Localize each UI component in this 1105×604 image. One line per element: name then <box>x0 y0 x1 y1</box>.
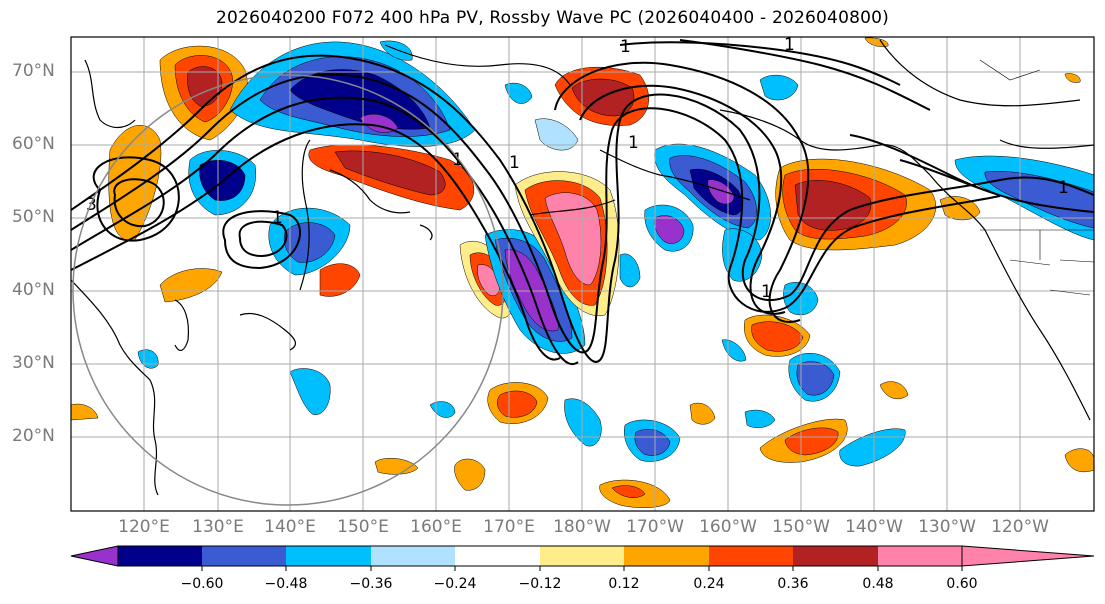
anomaly-positive-region <box>879 381 909 400</box>
contour-label: 1 <box>628 133 639 153</box>
longitude-label: 120°E <box>118 517 170 537</box>
contour-label: 3 <box>86 195 97 215</box>
colorbar-segment <box>202 546 286 566</box>
longitude-label: 170°W <box>626 517 684 537</box>
longitude-label: 150°W <box>772 517 830 537</box>
anomaly-positive-region <box>374 457 419 475</box>
latitude-label: 40°N <box>12 280 55 300</box>
latitude-label: 30°N <box>12 353 55 373</box>
colorbar-tick-label: 0.24 <box>693 576 725 592</box>
anomaly-negative-region <box>744 409 776 428</box>
colorbar-segment <box>878 546 962 566</box>
latitude-label: 60°N <box>12 134 55 154</box>
longitude-label: 130°W <box>918 517 976 537</box>
anomaly-negative-region <box>796 361 835 396</box>
colorbar-tick-label: 0.48 <box>862 576 894 592</box>
colorbar-tick-label: 0.60 <box>946 576 978 592</box>
anomaly-positive-region <box>751 321 804 352</box>
colorbar-segment <box>286 546 371 566</box>
pv-contours <box>71 39 1094 365</box>
graticule <box>71 37 1094 511</box>
longitude-label: 130°E <box>192 517 244 537</box>
colorbar-high-extension <box>961 545 1095 567</box>
longitude-label: 150°E <box>337 517 389 537</box>
anomaly-positive-region <box>454 458 486 491</box>
anomaly-negative-region <box>654 215 685 244</box>
anomaly-positive-region <box>544 192 602 286</box>
political-borders <box>979 59 1094 296</box>
anomaly-positive-region <box>159 268 223 303</box>
colorbar-segment <box>709 546 793 566</box>
anomaly-positive-region <box>319 263 361 297</box>
anomaly-negative-region <box>564 398 602 447</box>
longitude-label: 160°E <box>410 517 462 537</box>
contour-label: 1 <box>452 150 463 170</box>
anomaly-positive-region <box>784 427 839 456</box>
anomaly-positive-region <box>71 403 99 421</box>
colorbar-tick-label: −0.48 <box>264 576 308 592</box>
colorbar-tick-label: −0.24 <box>433 576 477 592</box>
anomaly-positive-region <box>611 485 646 498</box>
contour-label: 1 <box>509 153 520 173</box>
colorbar-low-extension <box>70 545 119 567</box>
colorbar-segment <box>118 546 202 566</box>
anomaly-negative-region <box>289 368 331 415</box>
contour-label: 1 <box>784 35 795 55</box>
colorbar-tick-label: 0.12 <box>608 576 640 592</box>
contour-label: 1 <box>1058 178 1069 198</box>
colorbar-segment <box>793 546 878 566</box>
anomaly-positive-region <box>1064 73 1081 83</box>
anomaly-negative-region <box>707 179 735 205</box>
longitude-label: 160°W <box>699 517 757 537</box>
colorbar <box>70 545 1095 571</box>
anomaly-positive-region <box>497 390 538 418</box>
anomaly-negative-region <box>619 253 641 288</box>
colorbar-ticks <box>201 566 963 571</box>
anomaly-negative-region <box>504 82 533 104</box>
map-plot-area: 1 1 1 1 1 1 1 1 3 <box>71 35 1094 511</box>
anomaly-negative-region <box>839 428 906 467</box>
colorbar-tick-label: −0.12 <box>518 576 562 592</box>
map-frame <box>70 36 1095 512</box>
contour-label: 1 <box>272 208 283 228</box>
longitude-label: 180°W <box>553 517 611 537</box>
latitude-label: 50°N <box>12 207 55 227</box>
contour-label: 1 <box>620 37 631 57</box>
longitude-label: 140°W <box>845 517 903 537</box>
contour-label-group: 1 1 1 1 1 1 1 1 3 <box>86 35 1069 302</box>
colorbar-tick-label: 0.36 <box>777 576 809 592</box>
anomaly-negative-region <box>534 118 579 151</box>
radius-circle <box>72 74 504 506</box>
colorbar-tick-label: −0.36 <box>349 576 393 592</box>
map-title: 2026040200 F072 400 hPa PV, Rossby Wave … <box>216 8 889 28</box>
colorbar-segment <box>455 546 540 566</box>
contour-label: 1 <box>761 282 772 302</box>
latitude-label: 70°N <box>12 61 55 81</box>
anomaly-positive-region <box>689 402 716 425</box>
anomaly-positive-region <box>1064 448 1094 473</box>
longitude-label: 120°W <box>991 517 1049 537</box>
longitude-label: 170°E <box>483 517 535 537</box>
longitude-label: 140°E <box>264 517 316 537</box>
colorbar-tick-label: −0.60 <box>180 576 224 592</box>
colorbar-segment <box>371 546 455 566</box>
anomaly-negative-region <box>759 74 799 101</box>
colorbar-segment <box>624 546 709 566</box>
colorbar-segment <box>540 546 624 566</box>
latitude-label: 20°N <box>12 426 55 446</box>
